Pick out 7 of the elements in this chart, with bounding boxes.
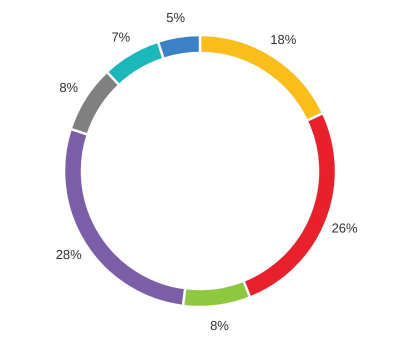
data-label: 8% — [210, 318, 230, 333]
data-label: 18% — [270, 32, 297, 48]
data-label: 5% — [166, 10, 186, 25]
data-label: 8% — [59, 80, 79, 96]
data-label: 28% — [56, 246, 82, 262]
data-label: 26% — [332, 220, 358, 236]
data-label: 7% — [111, 30, 131, 45]
